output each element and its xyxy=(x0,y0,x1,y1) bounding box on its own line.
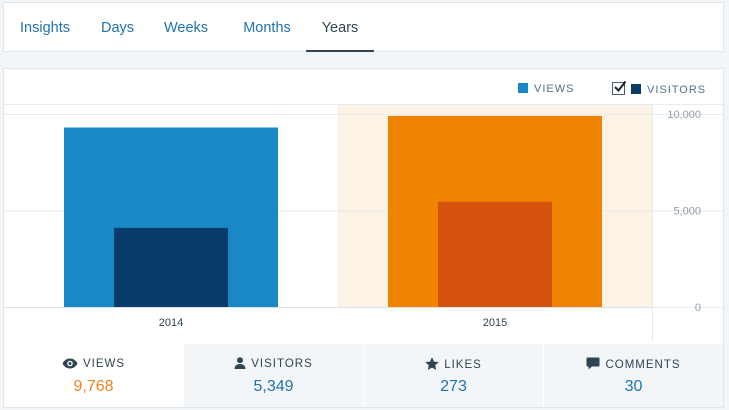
stats-summary: VIEWS 9,768 VISITORS 5,349 LIKES 273 COM… xyxy=(4,344,723,407)
legend-visitors-label: VISITORS xyxy=(647,84,707,96)
stat-views-label: VIEWS xyxy=(82,358,126,370)
tab-days[interactable]: Days xyxy=(100,20,135,36)
stat-comments-label: COMMENTS xyxy=(605,359,681,371)
legend-views-label: VIEWS xyxy=(534,83,575,95)
star-icon xyxy=(425,357,439,370)
bar-visitors-2014 xyxy=(114,227,228,307)
period-tabs: Insights Days Weeks Months Years xyxy=(3,2,724,52)
tab-years[interactable]: Years xyxy=(306,3,374,52)
y-tick-label: 10,000 xyxy=(667,109,701,121)
stat-visitors-value: 5,349 xyxy=(253,378,294,395)
stat-views-value: 9,768 xyxy=(73,378,114,395)
stat-likes[interactable]: LIKES 273 xyxy=(364,344,543,407)
x-tick-label: 2015 xyxy=(483,317,507,329)
tab-months[interactable]: Months xyxy=(243,20,291,36)
eye-icon xyxy=(62,358,78,369)
tab-weeks[interactable]: Weeks xyxy=(163,20,209,36)
y-tick-label: 0 xyxy=(695,302,701,314)
bar-visitors-2015 xyxy=(438,201,552,307)
stat-likes-value: 273 xyxy=(440,378,467,395)
stat-comments[interactable]: COMMENTS 30 xyxy=(544,344,723,407)
stat-likes-label: LIKES xyxy=(444,359,482,371)
visitors-toggle-checkbox[interactable] xyxy=(612,80,627,95)
tab-insights[interactable]: Insights xyxy=(20,20,70,36)
person-icon xyxy=(234,357,246,369)
stat-visitors[interactable]: VISITORS 5,349 xyxy=(184,344,363,407)
legend-visitors-swatch xyxy=(631,84,641,94)
bar-chart: 10,000 5,000 0 2014 2015 xyxy=(4,104,724,342)
comment-icon xyxy=(586,357,600,370)
x-tick-label: 2014 xyxy=(159,317,183,329)
legend-visitors[interactable]: VISITORS xyxy=(612,80,707,96)
legend-views: VIEWS xyxy=(518,82,574,96)
legend-views-swatch xyxy=(518,83,528,93)
checkmark-icon xyxy=(614,80,627,93)
stat-visitors-label: VISITORS xyxy=(251,358,313,370)
stat-comments-value: 30 xyxy=(624,378,643,395)
y-tick-label: 5,000 xyxy=(673,206,701,218)
stat-views[interactable]: VIEWS 9,768 xyxy=(4,344,183,407)
